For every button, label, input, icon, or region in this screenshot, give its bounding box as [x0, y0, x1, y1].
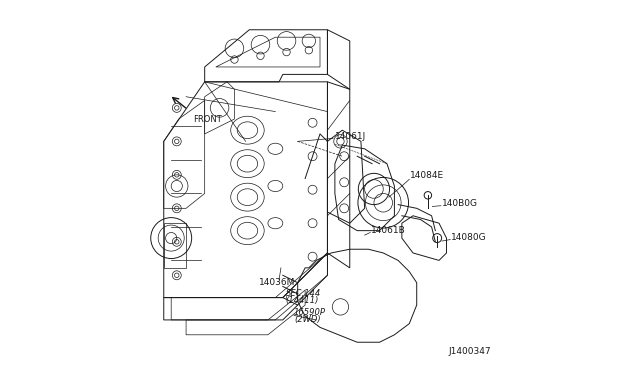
Text: 14061J: 14061J — [335, 132, 366, 141]
Text: 14084E: 14084E — [410, 171, 444, 180]
Circle shape — [424, 192, 431, 199]
Text: FRONT: FRONT — [193, 115, 222, 124]
Text: 16590P: 16590P — [294, 308, 326, 317]
Text: (2WD): (2WD) — [294, 315, 321, 324]
Text: 14061B: 14061B — [371, 226, 406, 235]
Text: (14411): (14411) — [286, 296, 319, 305]
Text: 14080G: 14080G — [451, 233, 486, 242]
Text: 14036M: 14036M — [259, 278, 296, 287]
Text: J1400347: J1400347 — [449, 347, 491, 356]
Circle shape — [433, 234, 442, 243]
Text: 140B0G: 140B0G — [442, 199, 478, 208]
Text: SEC.144: SEC.144 — [286, 289, 321, 298]
